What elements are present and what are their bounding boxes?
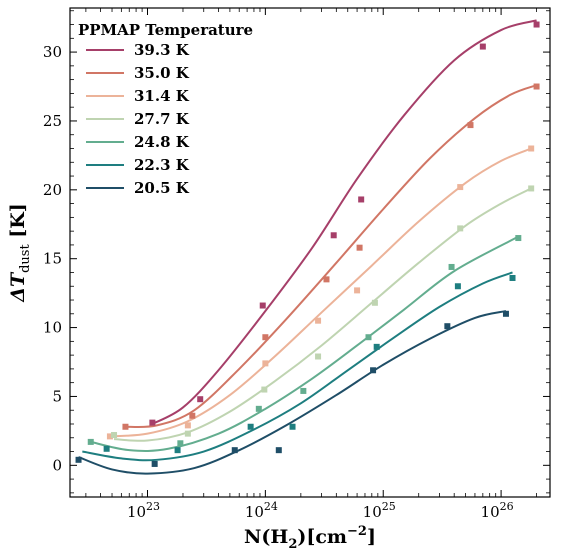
data-point	[365, 334, 372, 341]
data-point	[457, 225, 464, 232]
data-point	[103, 445, 110, 452]
data-point	[502, 310, 509, 317]
legend-label: 35.0 K	[134, 64, 190, 82]
fit-curve	[151, 19, 537, 425]
data-point	[197, 396, 204, 403]
data-point	[151, 460, 158, 467]
y-tick-label: 15	[43, 250, 62, 268]
data-point	[315, 353, 322, 360]
data-point	[87, 438, 94, 445]
data-point	[315, 317, 322, 324]
data-point	[177, 440, 184, 447]
legend-label: 22.3 K	[134, 156, 190, 174]
x-tick-label: 1025	[363, 500, 396, 521]
y-tick-label: 20	[43, 181, 62, 199]
data-point	[515, 235, 522, 242]
data-point	[448, 263, 455, 270]
fit-curve	[113, 187, 532, 442]
fit-curve	[82, 271, 513, 462]
legend-title: PPMAP Temperature	[78, 21, 253, 39]
legend-label: 24.8 K	[134, 133, 190, 151]
data-point	[373, 343, 380, 350]
data-point	[467, 122, 474, 129]
data-point	[289, 423, 296, 430]
legend-label: 39.3 K	[134, 41, 190, 59]
data-point	[261, 386, 268, 393]
data-point	[247, 423, 254, 430]
y-tick-label: 0	[52, 456, 62, 474]
axis-labels: N(H2)[cm−2] ΔTdust [K]	[7, 203, 376, 550]
y-tick-label: 10	[43, 319, 62, 337]
data-point	[184, 430, 191, 437]
y-tick-label: 25	[43, 112, 62, 130]
data-point	[358, 196, 365, 203]
curves-layer	[78, 19, 537, 475]
data-point	[231, 447, 238, 454]
data-point	[370, 367, 377, 374]
legend-label: 27.7 K	[134, 110, 190, 128]
data-point	[371, 299, 378, 306]
x-tick-label: 1024	[245, 500, 278, 521]
data-point	[533, 21, 540, 28]
legend: PPMAP Temperature 39.3 K 35.0 K 31.4 K 27.7…	[78, 21, 253, 197]
x-axis-label: N(H2)[cm−2]	[244, 524, 376, 550]
data-point	[479, 43, 486, 50]
y-axis-label: ΔTdust [K]	[7, 203, 33, 303]
data-point	[106, 433, 113, 440]
data-point	[330, 232, 337, 239]
data-point	[262, 334, 269, 341]
points-layer	[75, 21, 540, 467]
data-point	[454, 283, 461, 290]
fit-curve	[90, 235, 519, 452]
x-tick-label: 1023	[127, 500, 160, 521]
data-point	[354, 287, 361, 294]
data-point	[122, 423, 129, 430]
data-point	[174, 447, 181, 454]
data-point	[509, 274, 516, 281]
data-point	[75, 456, 82, 463]
fit-curve	[78, 310, 507, 475]
legend-label: 20.5 K	[134, 179, 190, 197]
plot-frame	[69, 7, 551, 498]
data-point	[528, 185, 535, 192]
data-point	[300, 387, 307, 394]
data-point	[323, 276, 330, 283]
ticks-layer: 0 5 10 15 20 25 30 1023 1024 1025 1026	[43, 8, 550, 521]
data-point	[149, 419, 156, 426]
fit-curve	[109, 147, 532, 438]
data-point	[111, 432, 118, 439]
data-point	[184, 422, 191, 429]
data-point	[528, 145, 535, 152]
x-tick-label: 1026	[481, 500, 514, 521]
y-tick-label: 30	[43, 43, 62, 61]
data-point	[533, 83, 540, 90]
data-point	[275, 447, 282, 454]
fit-curve	[125, 84, 537, 429]
data-point	[255, 405, 262, 412]
data-point	[444, 323, 451, 330]
data-point	[262, 360, 269, 367]
data-point	[259, 302, 266, 309]
data-point	[457, 184, 464, 191]
legend-label: 31.4 K	[134, 87, 190, 105]
data-point	[189, 412, 196, 419]
data-point	[356, 244, 363, 251]
y-tick-label: 5	[52, 387, 62, 405]
